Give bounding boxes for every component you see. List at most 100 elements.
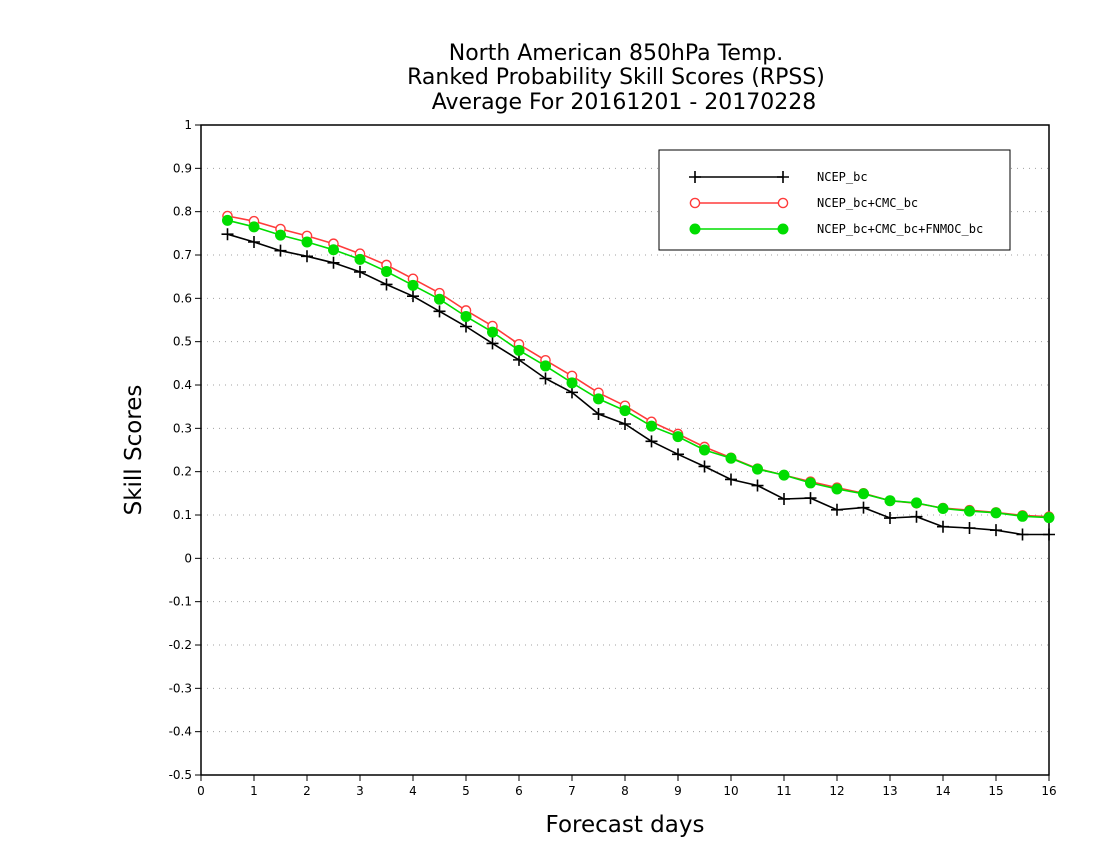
data-point <box>407 290 419 303</box>
data-point <box>990 507 1002 519</box>
x-tick-label: 6 <box>515 784 523 798</box>
data-point <box>380 278 393 291</box>
data-series <box>221 210 1055 541</box>
legend-box <box>658 149 1011 251</box>
data-point <box>857 501 870 514</box>
x-tick-label: 7 <box>568 784 576 798</box>
data-point <box>593 393 604 405</box>
legend: NCEP_bc NCEP_bc+CMC_bc NCEP_bc+CMC_bc+FNMO… <box>658 149 1011 251</box>
x-tick-label: 8 <box>621 784 629 798</box>
data-point <box>486 337 499 350</box>
data-point <box>804 492 817 505</box>
data-point <box>672 431 684 443</box>
data-point <box>910 510 923 523</box>
x-tick-label: 10 <box>723 784 738 798</box>
x-tick-label: 16 <box>1041 784 1056 798</box>
gridlines <box>201 167 1049 733</box>
data-point <box>689 197 701 209</box>
data-point <box>327 256 340 269</box>
data-point <box>1017 510 1028 522</box>
data-point <box>937 520 949 533</box>
x-tick-label: 2 <box>303 784 311 798</box>
x-tick-label: 15 <box>988 784 1003 798</box>
data-point <box>858 488 869 500</box>
data-point <box>831 503 843 516</box>
data-point <box>884 512 896 525</box>
data-point <box>698 460 711 473</box>
data-point <box>778 492 790 505</box>
y-tick-label: 0 <box>184 551 192 565</box>
data-point <box>646 420 657 432</box>
data-point <box>354 253 366 265</box>
chart-title: North American 850hPa Temp. Ranked Proba… <box>407 41 825 115</box>
data-point <box>301 236 313 248</box>
data-point <box>539 372 552 385</box>
data-point <box>751 479 764 492</box>
y-axis-label: Skill Scores <box>121 385 147 516</box>
y-tick-label: -0.2 <box>169 638 192 652</box>
y-tick-label: 0.7 <box>173 248 192 262</box>
series-ncep-bc-cmc-bc <box>222 210 1055 523</box>
data-point <box>777 223 789 235</box>
data-point <box>513 353 525 366</box>
data-point <box>328 244 339 256</box>
data-point <box>777 171 789 183</box>
data-point <box>619 405 631 417</box>
chart-title-line-2: Ranked Probability Skill Scores (RPSS) <box>407 65 825 90</box>
data-point <box>672 448 684 461</box>
data-point <box>301 250 313 263</box>
data-point <box>725 452 737 464</box>
series-line <box>227 233 1049 536</box>
series-ncep-bc <box>221 228 1055 541</box>
data-point <box>990 524 1002 537</box>
chart-title-line-3: Average For 20161201 - 20170228 <box>432 90 817 115</box>
data-point <box>566 386 578 399</box>
data-point <box>911 497 922 509</box>
data-point <box>275 229 286 241</box>
data-point <box>937 503 949 514</box>
y-tick-label: 0.9 <box>173 161 192 175</box>
data-point <box>752 463 763 475</box>
x-tick-label: 13 <box>882 784 897 798</box>
x-axis-label: Forecast days <box>546 812 705 838</box>
data-point <box>460 311 472 323</box>
y-tick-label: 0.8 <box>173 205 192 219</box>
data-point <box>645 435 658 448</box>
data-point <box>248 221 260 233</box>
data-point <box>407 279 419 291</box>
data-point <box>221 228 234 241</box>
series-ncep-bc-cmc-bc-fnmoc-bc <box>222 214 1055 524</box>
y-tick-label: 0.2 <box>173 465 192 479</box>
y-tick-label: 0.1 <box>173 508 192 522</box>
data-point <box>381 265 392 277</box>
y-tick-label: 0.4 <box>173 378 192 392</box>
data-point <box>222 214 233 226</box>
x-tick-label: 4 <box>409 784 417 798</box>
x-tick-label: 5 <box>462 784 470 798</box>
data-point <box>964 505 975 517</box>
data-point <box>1016 528 1029 541</box>
y-tick-label: -0.5 <box>169 768 192 782</box>
data-point <box>487 326 498 338</box>
y-tick-label: 0.6 <box>173 291 192 305</box>
data-point <box>540 360 551 372</box>
y-tick-label: -0.1 <box>169 595 192 609</box>
data-point <box>434 293 445 305</box>
series-line <box>227 219 1050 519</box>
data-point <box>460 320 472 333</box>
data-point <box>689 223 701 235</box>
chart-title-line-1: North American 850hPa Temp. <box>449 41 784 66</box>
series-line <box>227 215 1050 518</box>
plot-frame <box>200 124 1050 776</box>
data-point <box>778 469 790 481</box>
x-tick-label: 12 <box>829 784 844 798</box>
data-point <box>566 377 578 389</box>
data-point <box>963 522 976 534</box>
y-tick-label: 0.5 <box>173 335 192 349</box>
x-tick-label: 14 <box>935 784 950 798</box>
x-tick-label: 3 <box>356 784 364 798</box>
legend-label: NCEP_bc <box>817 170 868 184</box>
data-point <box>354 265 366 278</box>
data-point <box>884 495 896 507</box>
